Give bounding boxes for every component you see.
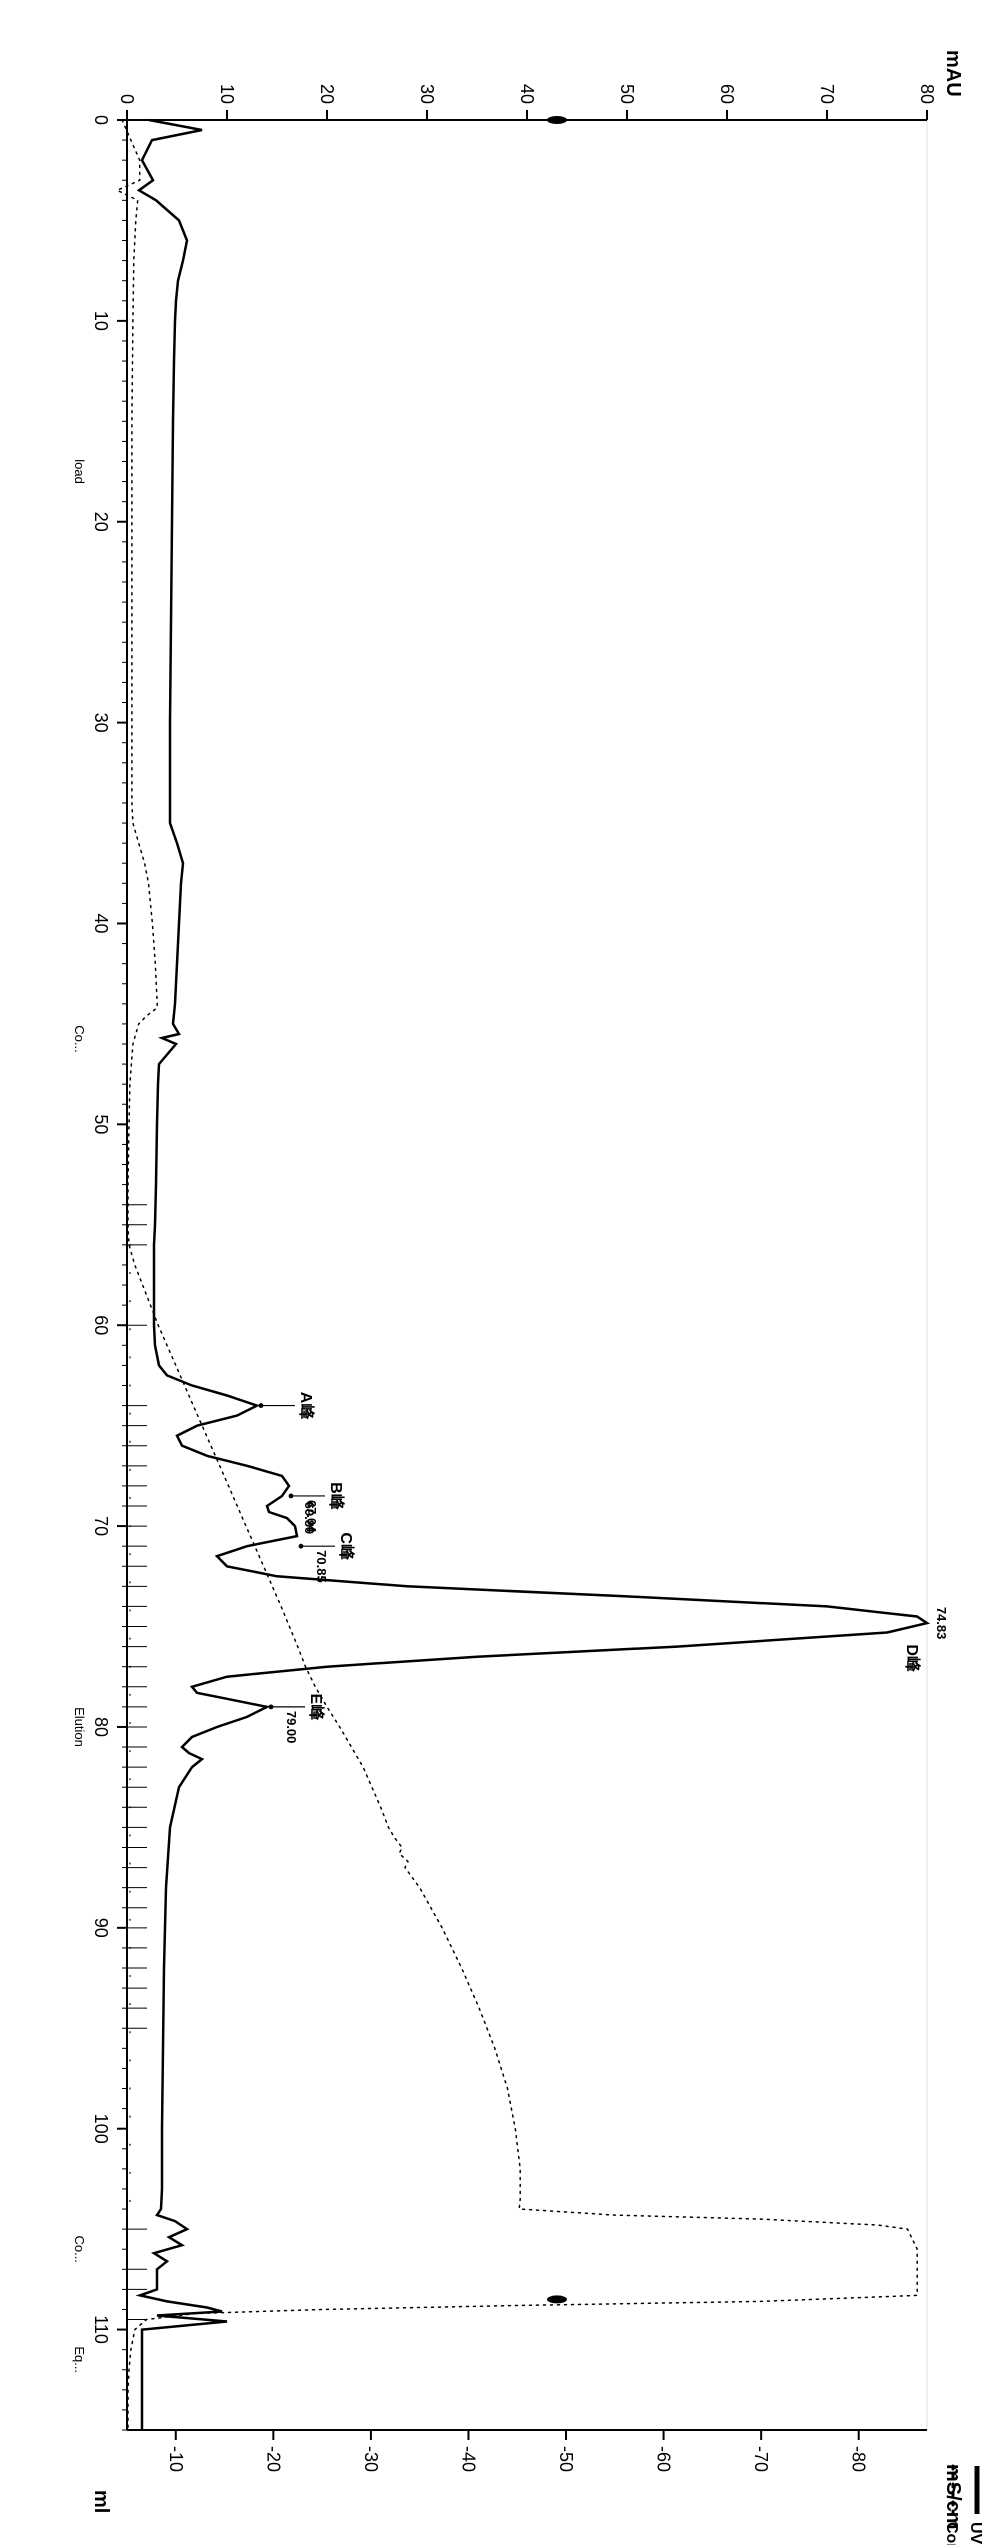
- peak-label-C: C峰: [337, 1532, 356, 1561]
- y-left-tick-label: 30: [417, 84, 437, 104]
- section-label: Co...: [72, 1025, 87, 1052]
- peak-value2-C: 69.80: [302, 1502, 317, 1535]
- y-right-tick-label: -70: [751, 2446, 771, 2472]
- legend-cond-label: Cond: [943, 2522, 960, 2545]
- peak-value-E: 79.00: [284, 1711, 299, 1744]
- x-tick-label: 50: [91, 1114, 111, 1134]
- section-label: Elution: [72, 1707, 87, 1747]
- cond-trace: [117, 120, 917, 2430]
- y-right-tick-label: -40: [458, 2446, 478, 2472]
- y-left-tick-label: 80: [917, 84, 937, 104]
- x-tick-label: 60: [91, 1315, 111, 1335]
- section-label: load: [72, 459, 87, 484]
- uv-trace: [139, 120, 927, 2430]
- x-tick-label: 90: [91, 1918, 111, 1938]
- peak-label-E: E峰: [307, 1694, 326, 1722]
- peak-label-A: A峰: [297, 1392, 316, 1421]
- peak-value-D: 74.83: [934, 1607, 949, 1640]
- x-axis-label: ml: [90, 2490, 112, 2513]
- x-tick-label: 70: [91, 1516, 111, 1536]
- x-tick-label: 20: [91, 512, 111, 532]
- section-label: Co...: [72, 2235, 87, 2262]
- x-tick-label: 110: [91, 2315, 111, 2344]
- y-right-tick-label: -80: [849, 2446, 869, 2472]
- x-tick-label: 10: [91, 311, 111, 331]
- y-left-axis-label: mAU: [942, 50, 964, 97]
- x-tick-label: 80: [91, 1717, 111, 1737]
- y-right-tick-label: -60: [654, 2446, 674, 2472]
- peak-value-C: 70.85: [314, 1550, 329, 1583]
- marker-blob: [547, 2295, 567, 2303]
- y-left-tick-label: 50: [617, 84, 637, 104]
- x-tick-label: 40: [91, 913, 111, 933]
- peak-label-B: B峰: [327, 1482, 346, 1511]
- y-left-tick-label: 20: [317, 84, 337, 104]
- chromatogram-chart: 0 10 20 30 40 50 60 70 80 90 100 110 0 10 20 30 40 50 60 70…: [0, 0, 997, 2545]
- y-left-tick-label: 70: [817, 84, 837, 104]
- marker-blob: [547, 116, 567, 124]
- y-right-tick-label: -20: [263, 2446, 283, 2472]
- peak-label-D: D峰: [903, 1644, 922, 1673]
- x-tick-label: 0: [91, 115, 111, 125]
- y-left-tick-label: 60: [717, 84, 737, 104]
- y-right-tick-label: -10: [166, 2446, 186, 2472]
- y-left-tick-label: 40: [517, 84, 537, 104]
- section-label: Eq...: [72, 2346, 87, 2373]
- x-tick-label: 30: [91, 713, 111, 733]
- legend-uv-label: UV: [967, 2522, 984, 2545]
- y-left-tick-label: 10: [217, 84, 237, 104]
- y-right-tick-label: -50: [556, 2446, 576, 2472]
- y-right-tick-label: -30: [361, 2446, 381, 2472]
- x-tick-label: 100: [91, 2114, 111, 2144]
- y-left-tick-label: 0: [117, 94, 137, 104]
